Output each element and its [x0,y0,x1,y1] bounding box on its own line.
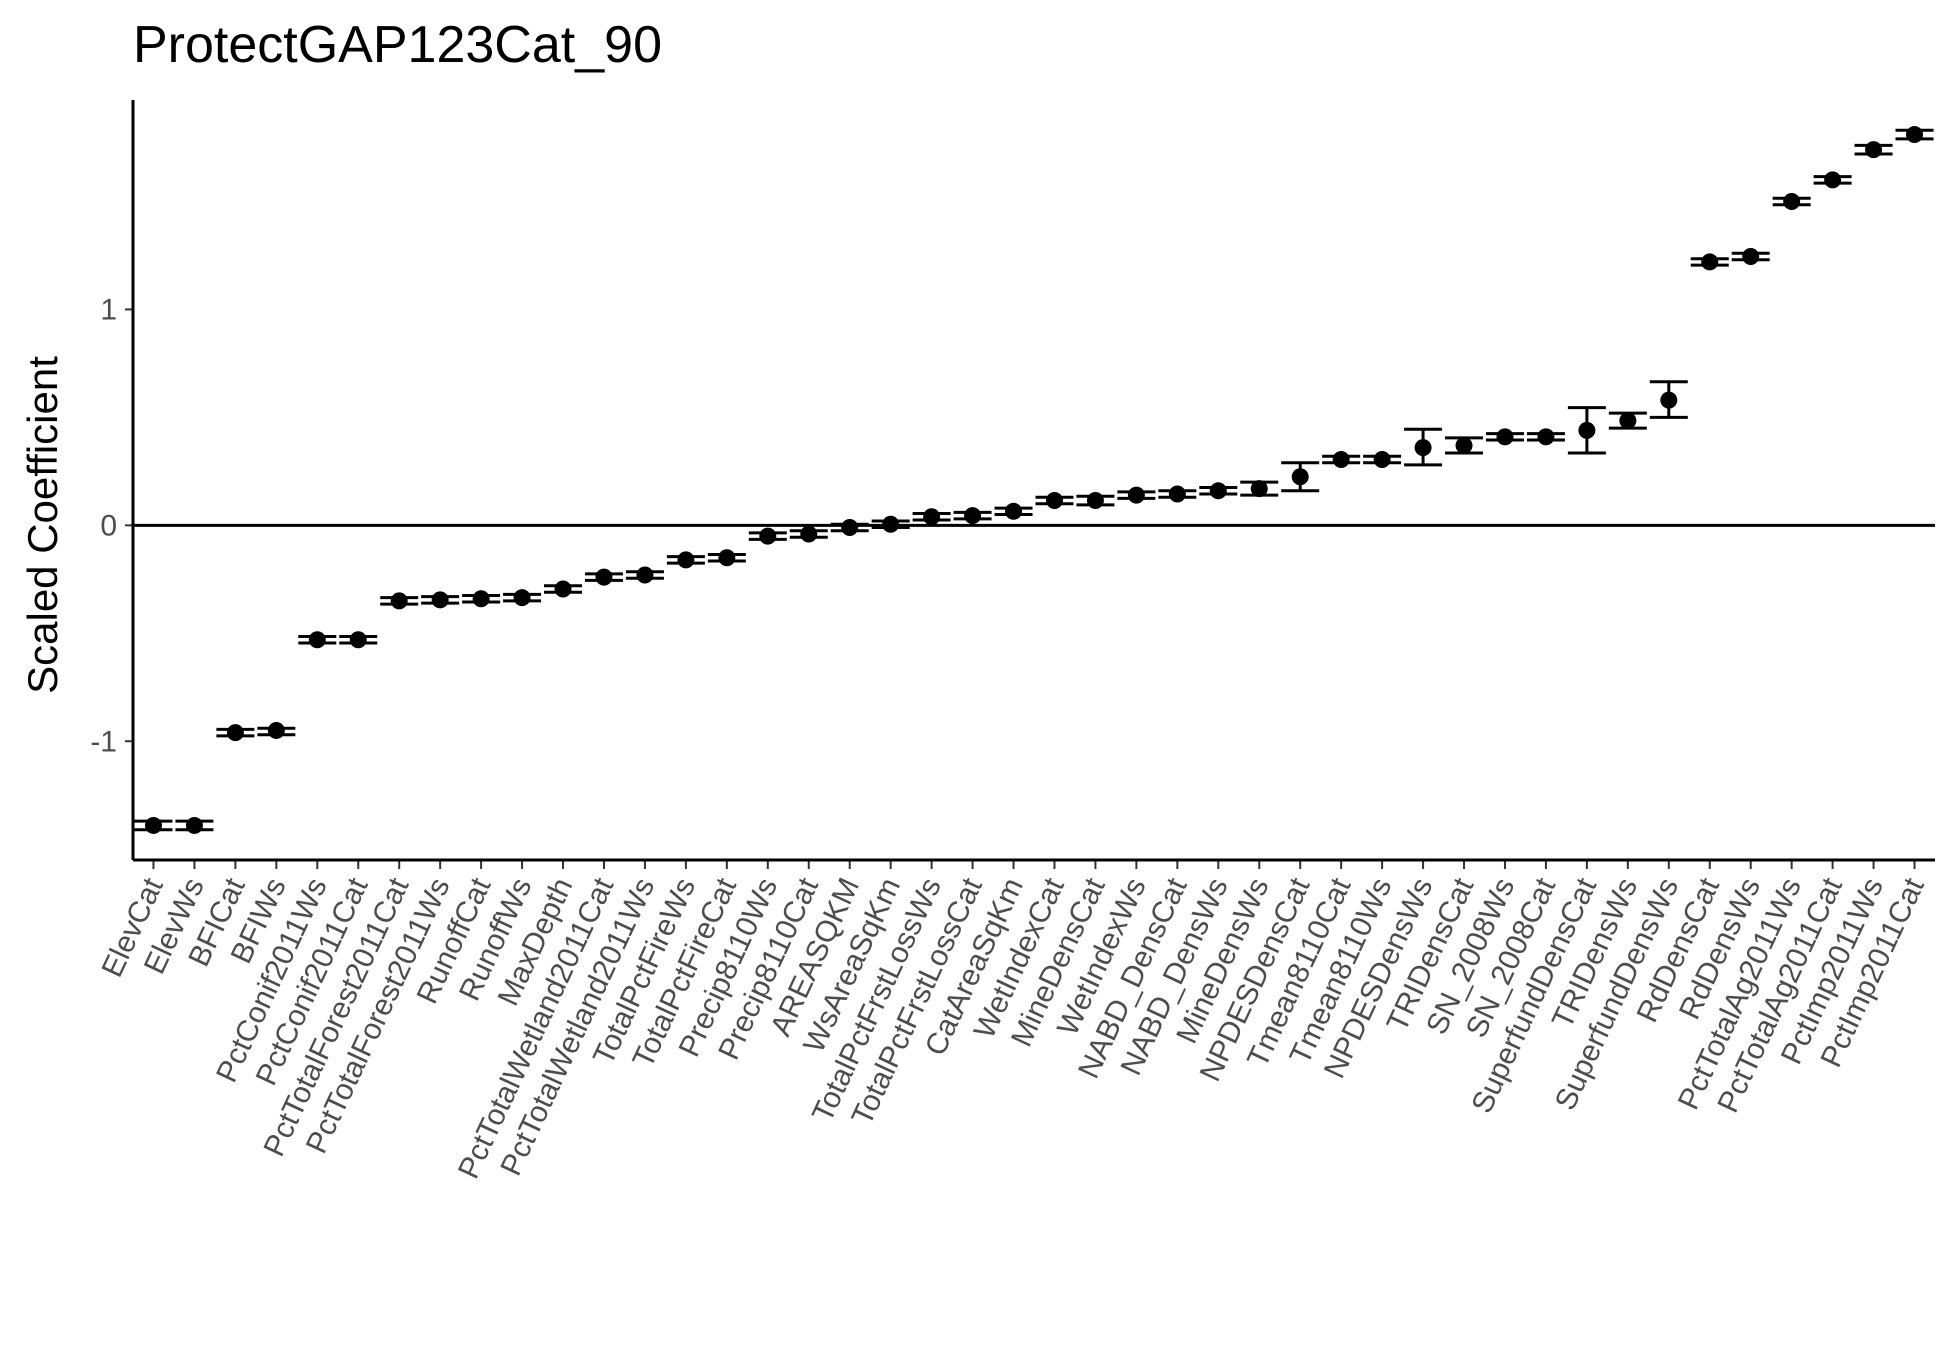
data-point [431,591,449,609]
data-point [1209,482,1227,500]
data-point [636,566,654,584]
data-point [1127,486,1145,504]
data-point [923,508,941,526]
data-point [308,631,326,649]
y-tick-label: 1 [100,293,117,326]
data-point [226,724,244,742]
data-point [144,816,162,834]
y-tick-label: -1 [90,725,117,758]
data-point [1701,253,1719,271]
chart-title: ProtectGAP123Cat_90 [133,16,662,74]
data-point [267,721,285,739]
data-point [1742,248,1760,266]
data-point [472,590,490,608]
data-point [1783,192,1801,210]
data-point [1291,468,1309,486]
data-point [759,527,777,545]
data-point [677,551,695,569]
data-point [185,816,203,834]
data-point [882,515,900,533]
data-point [841,519,859,536]
data-point [1168,485,1186,503]
data-point [513,589,531,607]
data-point [349,631,367,649]
data-point [1537,428,1555,446]
data-point [800,525,818,543]
data-point [1824,171,1842,189]
data-point [1250,480,1268,498]
data-point [1619,412,1637,430]
data-point [1906,126,1924,144]
data-point [1373,450,1391,468]
data-point [1496,428,1514,446]
data-point [1578,421,1596,439]
data-point [554,580,572,598]
data-point [964,507,982,525]
data-point [1086,492,1104,510]
y-tick-label: 0 [100,509,117,542]
data-point [1045,492,1063,510]
data-point [1005,502,1023,520]
data-point [1865,141,1883,159]
data-point [1332,450,1350,468]
data-point [390,592,408,610]
data-point [1414,439,1432,457]
y-axis-label: Scaled Coefficient [19,356,66,694]
data-point [1660,391,1678,409]
data-point [595,568,613,586]
data-point [718,549,736,567]
data-point [1455,436,1473,454]
